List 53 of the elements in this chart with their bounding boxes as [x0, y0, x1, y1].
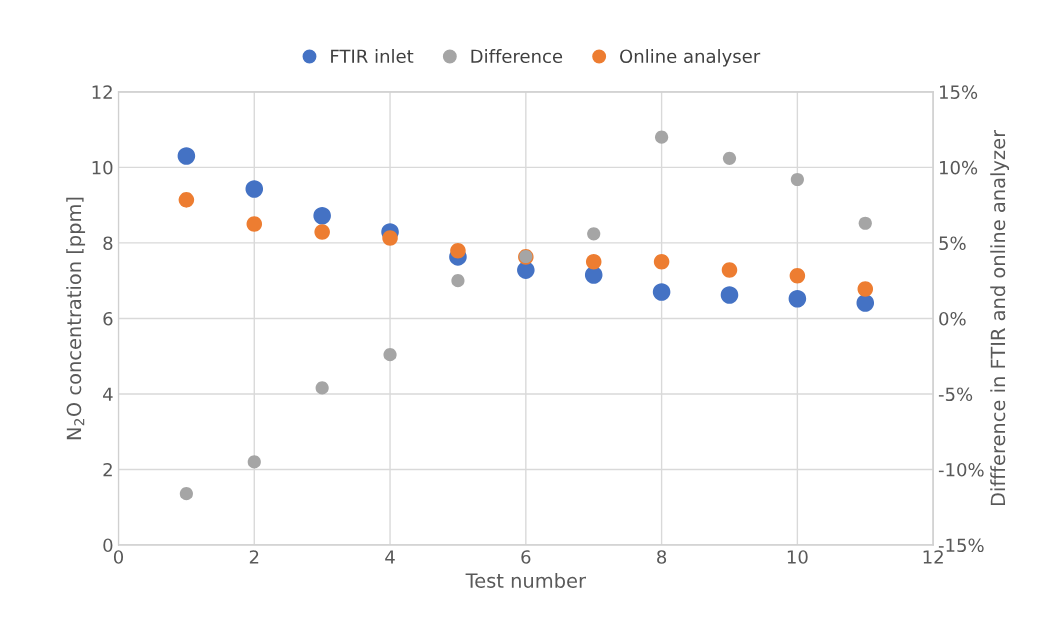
y-tick-label: 2 [103, 462, 112, 477]
x-tick-label: 2 [249, 550, 259, 564]
point [857, 281, 874, 297]
point [179, 487, 193, 501]
y2-tick-label: 15% [940, 85, 978, 99]
point [451, 274, 465, 288]
legend-label: Online analyser [620, 49, 761, 67]
point [382, 230, 398, 246]
y2-tick-label: 0% [939, 311, 966, 326]
point [655, 130, 669, 144]
point [788, 290, 807, 308]
point [315, 381, 329, 395]
point [178, 192, 195, 208]
point [587, 227, 601, 241]
point [585, 254, 602, 270]
point [313, 206, 331, 225]
legend-label: Difference [471, 49, 563, 64]
point [720, 286, 739, 304]
x-tick-label: 4 [385, 550, 395, 564]
point [246, 216, 263, 232]
y-tick-label: 4 [103, 387, 113, 401]
point [652, 283, 671, 301]
y-tick-label: 12 [92, 85, 112, 99]
y-tick-label: 0 [103, 538, 113, 553]
y2-tick-label: 5% [939, 236, 966, 251]
point [383, 348, 397, 362]
point [653, 254, 670, 270]
point [790, 172, 804, 187]
point [177, 147, 196, 165]
point [245, 180, 264, 198]
point [789, 268, 806, 284]
point [722, 151, 737, 165]
y2-tick-label: -5% [938, 387, 973, 402]
point [721, 262, 738, 278]
x-tick-label: 0 [113, 550, 124, 564]
point [856, 294, 875, 312]
y2-axis-title: Diffference in FTIR and online analyzer [990, 129, 1010, 506]
x-tick-label: 8 [657, 550, 667, 564]
y-tick-label: 8 [103, 236, 113, 251]
y-tick-label: 6 [103, 311, 113, 326]
x-axis-title: Test number [465, 572, 587, 588]
point [450, 243, 466, 259]
point [314, 224, 330, 240]
y-tick-label: 10 [92, 160, 113, 175]
x-tick-label: 6 [521, 550, 531, 564]
legend-label: FTIR inlet [331, 49, 414, 64]
y2-tick-label: 10% [940, 160, 978, 175]
x-tick-label: 10 [787, 550, 808, 564]
point [858, 216, 872, 230]
x-tick-label: 12 [923, 550, 943, 564]
y-axis-title: N$_{2}$O concentration [ppm] [66, 197, 86, 440]
point [247, 455, 261, 469]
y2-tick-label: -10% [938, 462, 984, 477]
